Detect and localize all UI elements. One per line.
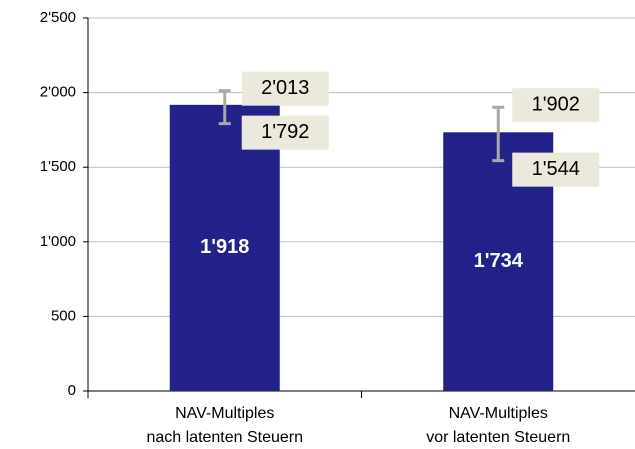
error-label: 1'544 (532, 158, 580, 180)
error-label: 1'792 (261, 121, 309, 143)
bar-value-label: 1'918 (200, 236, 249, 258)
bar-value-label: 1'734 (474, 250, 524, 272)
x-tick-label: vor latenten Steuern (426, 429, 570, 446)
error-label-box (241, 115, 329, 150)
y-tick-label: 1'000 (40, 233, 76, 250)
error-label-box (241, 71, 329, 106)
y-tick-label: 2'000 (40, 84, 76, 101)
error-label-box (512, 88, 600, 123)
y-tick-label: 1'500 (40, 158, 76, 175)
x-tick-label: nach latenten Steuern (146, 429, 303, 446)
y-tick-label: 500 (51, 307, 76, 324)
error-label: 1'902 (532, 94, 580, 116)
x-tick-label: NAV-Multiples (449, 405, 548, 422)
y-tick-label: 2'500 (40, 9, 76, 26)
error-label-box (512, 152, 600, 187)
error-label: 2'013 (261, 77, 309, 99)
bar (169, 104, 280, 391)
y-tick-label: 0 (68, 382, 76, 399)
x-tick-label: NAV-Multiples (175, 405, 274, 422)
